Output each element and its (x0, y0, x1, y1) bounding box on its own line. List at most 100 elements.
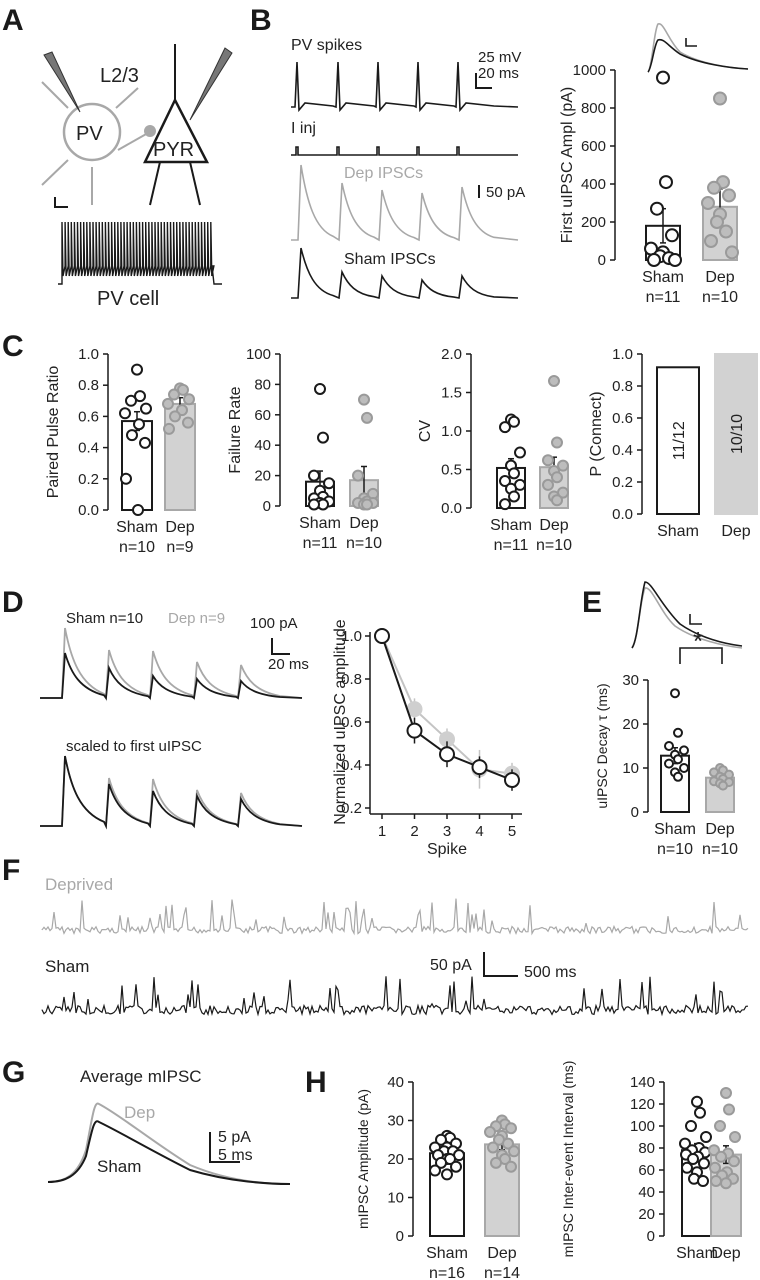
data-point (514, 446, 526, 459)
y-tick-label: 40 (638, 1184, 655, 1201)
data-point (698, 1157, 710, 1170)
data-point (725, 245, 739, 260)
data-point-sham (374, 628, 390, 644)
scale-bar-b1 (475, 73, 492, 89)
y-tick-label: 0.6 (78, 408, 99, 425)
x-axis-label: Spike (427, 841, 467, 858)
panel-label-g: G (2, 1056, 25, 1089)
data-point (133, 418, 145, 431)
data-point (125, 394, 137, 407)
deprived-label: Deprived (45, 875, 113, 894)
data-point (665, 228, 679, 243)
category-label: Dep (705, 821, 734, 838)
data-point (668, 253, 682, 267)
y-tick-label: 140 (630, 1074, 655, 1091)
y-tick-label: 0 (631, 804, 639, 821)
data-point (664, 741, 674, 751)
data-point (358, 393, 370, 406)
y-axis-label: Failure Rate (227, 386, 244, 473)
data-point (361, 411, 373, 424)
data-point (361, 498, 373, 511)
dep-train-trace (40, 627, 303, 702)
category-label: Dep (539, 517, 568, 534)
category-label: Sham (657, 523, 699, 540)
scale-b-mv: 25 mV (478, 49, 521, 66)
panel-label-b: B (250, 4, 272, 37)
data-point (323, 477, 335, 490)
data-point (352, 469, 364, 482)
y-axis-label: mIPSC Inter-event Interval (ms) (560, 1061, 576, 1258)
y-tick-label: 0 (396, 1228, 404, 1245)
pv-cell-label: PV cell (97, 288, 159, 310)
category-label: Sham (642, 269, 684, 286)
y-tick-label: 0 (598, 252, 606, 269)
scale-g-pa: 5 pA (218, 1129, 251, 1146)
legend-sham: Sham n=10 (66, 610, 143, 627)
data-point (508, 1145, 520, 1158)
y-tick-label: 1.0 (78, 346, 99, 363)
layer-label: L2/3 (100, 65, 139, 87)
chart-paired-pulse-ratio: 0.0 0.2 0.4 0.6 0.8 1.0 Paired Pulse Ratio Sham… (45, 346, 196, 556)
n-label: n=11 (646, 289, 681, 306)
y-tick-label: 10 (387, 1190, 404, 1207)
category-label: Sham (490, 517, 532, 534)
data-point (484, 1126, 496, 1139)
panel-label-a: A (2, 4, 24, 37)
y-tick-label: 100 (246, 346, 271, 363)
data-point (132, 504, 144, 516)
data-point (650, 201, 664, 216)
y-tick-label: 60 (254, 407, 271, 424)
data-point (719, 224, 733, 239)
y-tick-label: 0.4 (341, 757, 362, 774)
data-point (708, 1144, 720, 1157)
category-label: Dep (721, 523, 750, 540)
pv-cell-trace (58, 221, 222, 285)
n-label: n=10 (702, 841, 738, 858)
chart-p-connect: 0.0 0.2 0.4 0.6 0.8 1.0 P (Connect) 11/12 Sham 10… (588, 346, 758, 540)
data-point (701, 196, 715, 210)
data-point-sham (471, 759, 488, 776)
y-axis-label: P (Connect) (588, 391, 605, 476)
pyr-cell-diagram: PYR (143, 44, 233, 206)
y-axis-label: uIPSC Decay τ (ms) (594, 683, 610, 808)
y-tick-label: 20 (638, 1206, 655, 1223)
data-point (679, 1137, 691, 1150)
data-point (681, 1161, 693, 1174)
data-point (450, 1160, 462, 1173)
data-point (126, 429, 138, 442)
sham-label-f: Sham (45, 957, 89, 976)
data-point (709, 1161, 721, 1174)
y-tick-label: 0.8 (612, 378, 633, 395)
data-point (551, 494, 563, 507)
data-point (502, 1137, 514, 1150)
n-label: n=10 (657, 841, 693, 858)
data-point (183, 393, 195, 406)
y-tick-label: 20 (622, 716, 639, 733)
y-tick-label: 40 (387, 1074, 404, 1091)
data-point (720, 1177, 732, 1190)
data-point (685, 1120, 697, 1132)
x-tick-label: 5 (508, 823, 516, 840)
category-label: Sham (299, 515, 341, 532)
data-point (710, 215, 724, 229)
category-label: Dep (165, 519, 194, 536)
y-tick-label: 80 (254, 376, 271, 393)
x-tick-label: 3 (443, 823, 451, 840)
data-point (499, 421, 511, 434)
sham-mipsc-trace (41, 976, 749, 1017)
data-point (499, 498, 511, 511)
data-point (722, 188, 736, 203)
data-point (720, 1087, 732, 1099)
y-axis-label: First uIPSC Ampl (pA) (559, 87, 576, 243)
data-point (119, 407, 131, 420)
y-tick-label: 200 (581, 214, 606, 231)
scaled-label: scaled to first uIPSC (66, 738, 202, 755)
y-tick-label: 0.2 (612, 474, 633, 491)
y-tick-label: 600 (581, 138, 606, 155)
data-point (542, 478, 554, 491)
y-tick-label: 0.4 (78, 440, 99, 457)
dep-ipsc-trace (291, 164, 519, 242)
chart-normalized-amplitude: 0.2 0.4 0.6 0.8 1.0 1 2 3 4 5 Spike Normalized uIPS… (332, 619, 522, 858)
y-tick-label: 0.0 (441, 500, 462, 517)
